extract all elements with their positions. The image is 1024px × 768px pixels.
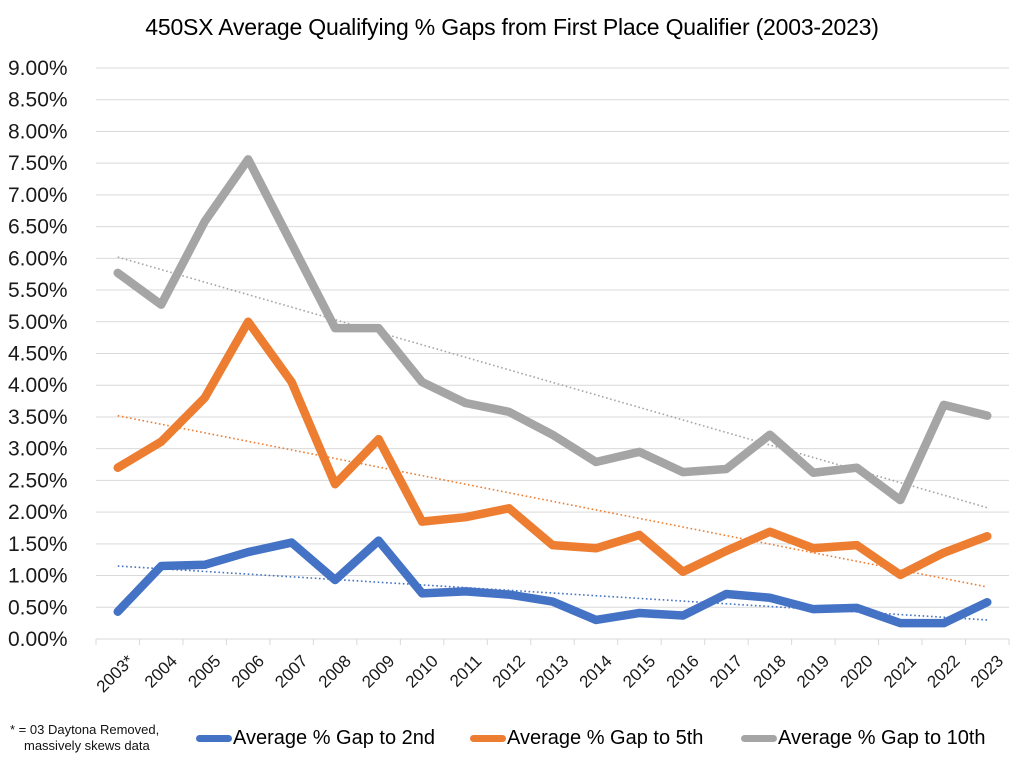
y-tick-label: 4.50% — [8, 343, 68, 366]
y-tick-label: 5.00% — [8, 311, 68, 334]
y-tick-label: 8.50% — [8, 89, 68, 112]
legend-item-gap-5th[interactable]: Average % Gap to 5th — [470, 727, 703, 750]
gridlines — [96, 67, 1009, 608]
legend-item-gap-10th[interactable]: Average % Gap to 10th — [741, 727, 986, 750]
y-tick-label: 3.50% — [8, 406, 68, 429]
y-tick-label: 8.00% — [8, 120, 68, 143]
trendline-gap-5th — [117, 414, 988, 588]
footnote: * = 03 Daytona Removed, massively skews … — [10, 722, 159, 754]
y-axis-ticks: 0.00% 0.50% 1.00% 1.50% 2.00% 2.50% 3.00% 3.50%… — [8, 57, 68, 651]
footnote-line-2: massively skews data — [24, 738, 150, 753]
legend-label-gap-2nd: Average % Gap to 2nd — [233, 727, 435, 749]
x-tick-label: 2021 — [880, 651, 920, 691]
series-line-gap-2nd — [113, 536, 992, 628]
legend-swatch-gap-5th — [470, 735, 506, 742]
y-tick-label: 1.00% — [8, 565, 68, 588]
y-tick-label: 1.50% — [8, 533, 68, 556]
y-tick-label: 4.00% — [8, 374, 68, 397]
y-tick-label: 6.50% — [8, 216, 68, 239]
legend-item-gap-2nd[interactable]: Average % Gap to 2nd — [196, 727, 435, 750]
y-tick-label: 0.50% — [8, 596, 68, 619]
legend-label-gap-5th: Average % Gap to 5th — [507, 727, 704, 749]
x-tick-label: 2019 — [793, 651, 833, 691]
chart-title: 450SX Average Qualifying % Gaps from Fir… — [145, 14, 879, 40]
x-tick-label: 2015 — [619, 651, 659, 691]
x-tick-label: 2006 — [228, 651, 268, 691]
y-tick-label: 9.00% — [8, 57, 68, 80]
x-tick-label: 2022 — [923, 651, 963, 691]
x-tick-label: 2018 — [750, 651, 790, 691]
y-tick-label: 2.00% — [8, 501, 68, 524]
x-tick-label: 2011 — [446, 651, 485, 690]
x-tick-label: 2012 — [489, 651, 529, 691]
legend-label-gap-10th: Average % Gap to 10th — [778, 727, 986, 749]
y-tick-label: 7.00% — [8, 184, 68, 207]
x-tick-label: 2004 — [141, 651, 181, 691]
y-tick-label: 6.00% — [8, 247, 68, 270]
y-tick-label: 3.00% — [8, 438, 68, 461]
legend-swatch-gap-2nd — [196, 735, 232, 742]
x-axis: 2003* 2004 2005 2006 2007 2008 2009 2010 2011 201… — [93, 638, 1010, 696]
x-tick-label: 2014 — [576, 651, 616, 691]
y-tick-label: 0.00% — [8, 628, 68, 651]
x-tick-label: 2017 — [706, 651, 746, 691]
x-tick-label: 2023 — [967, 651, 1007, 691]
x-tick-label: 2003* — [93, 651, 138, 696]
x-tick-label: 2013 — [532, 651, 572, 691]
series-lines — [113, 155, 992, 628]
y-tick-label: 5.50% — [8, 279, 68, 302]
x-tick-label: 2007 — [271, 651, 311, 691]
x-tick-label: 2008 — [315, 651, 355, 691]
x-tick-label: 2016 — [663, 651, 703, 691]
x-tick-label: 2010 — [402, 651, 442, 691]
y-tick-label: 2.50% — [8, 469, 68, 492]
trendlines — [117, 256, 988, 621]
x-tick-label: 2009 — [358, 651, 398, 691]
x-tick-label: 2020 — [836, 651, 876, 691]
legend-swatch-gap-10th — [741, 735, 777, 742]
footnote-line-1: * = 03 Daytona Removed, — [10, 722, 160, 737]
x-tick-label: 2005 — [184, 651, 224, 691]
y-tick-label: 7.50% — [8, 152, 68, 175]
